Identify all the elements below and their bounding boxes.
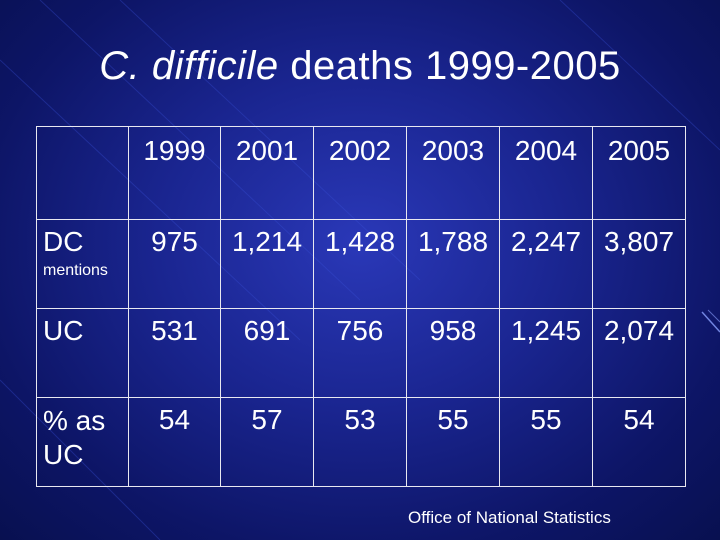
- table-cell: 1,788: [406, 219, 500, 309]
- table-cell: 55: [406, 397, 500, 487]
- table-row: % as UC 54 57 53 55 55 54: [36, 397, 686, 487]
- row-label-text: % as UC: [43, 405, 106, 470]
- source-credit: Office of National Statistics: [408, 508, 611, 527]
- table-cell: 1,214: [220, 219, 314, 309]
- table-cell: 54: [128, 397, 221, 487]
- row-label-text: DC: [43, 226, 84, 257]
- row-label-dc: DC mentions: [36, 219, 129, 309]
- table-row: UC 531 691 756 958 1,245 2,074: [36, 308, 686, 398]
- header-year-2001: 2001: [220, 126, 314, 220]
- header-year-2005: 2005: [592, 126, 686, 220]
- table-cell: 53: [313, 397, 407, 487]
- table-cell: 2,247: [499, 219, 593, 309]
- table-cell: 54: [592, 397, 686, 487]
- header-year-2002: 2002: [313, 126, 407, 220]
- table-cell: 1,245: [499, 308, 593, 398]
- table-cell: 958: [406, 308, 500, 398]
- header-corner-cell: [36, 126, 129, 220]
- header-year-2003: 2003: [406, 126, 500, 220]
- row-label-uc: UC: [36, 308, 129, 398]
- table-cell: 2,074: [592, 308, 686, 398]
- header-year-2004: 2004: [499, 126, 593, 220]
- deaths-table: 1999 2001 2002 2003 2004 2005 DC mention…: [36, 126, 686, 487]
- table-cell: 1,428: [313, 219, 407, 309]
- table-row: DC mentions 975 1,214 1,428 1,788 2,247 …: [36, 219, 686, 309]
- row-label-percent-uc: % as UC: [36, 397, 129, 487]
- table-header-row: 1999 2001 2002 2003 2004 2005: [36, 126, 686, 220]
- header-year-1999: 1999: [128, 126, 221, 220]
- slide-title-rest: deaths 1999-2005: [278, 44, 621, 88]
- slide-title-italic: C. difficile: [99, 44, 279, 88]
- table-cell: 691: [220, 308, 314, 398]
- table-cell: 531: [128, 308, 221, 398]
- table-cell: 3,807: [592, 219, 686, 309]
- table-cell: 57: [220, 397, 314, 487]
- row-sublabel-text: mentions: [43, 262, 108, 279]
- slide-title: C. difficile deaths 1999-2005: [0, 44, 720, 89]
- table-cell: 55: [499, 397, 593, 487]
- table-cell: 756: [313, 308, 407, 398]
- table-cell: 975: [128, 219, 221, 309]
